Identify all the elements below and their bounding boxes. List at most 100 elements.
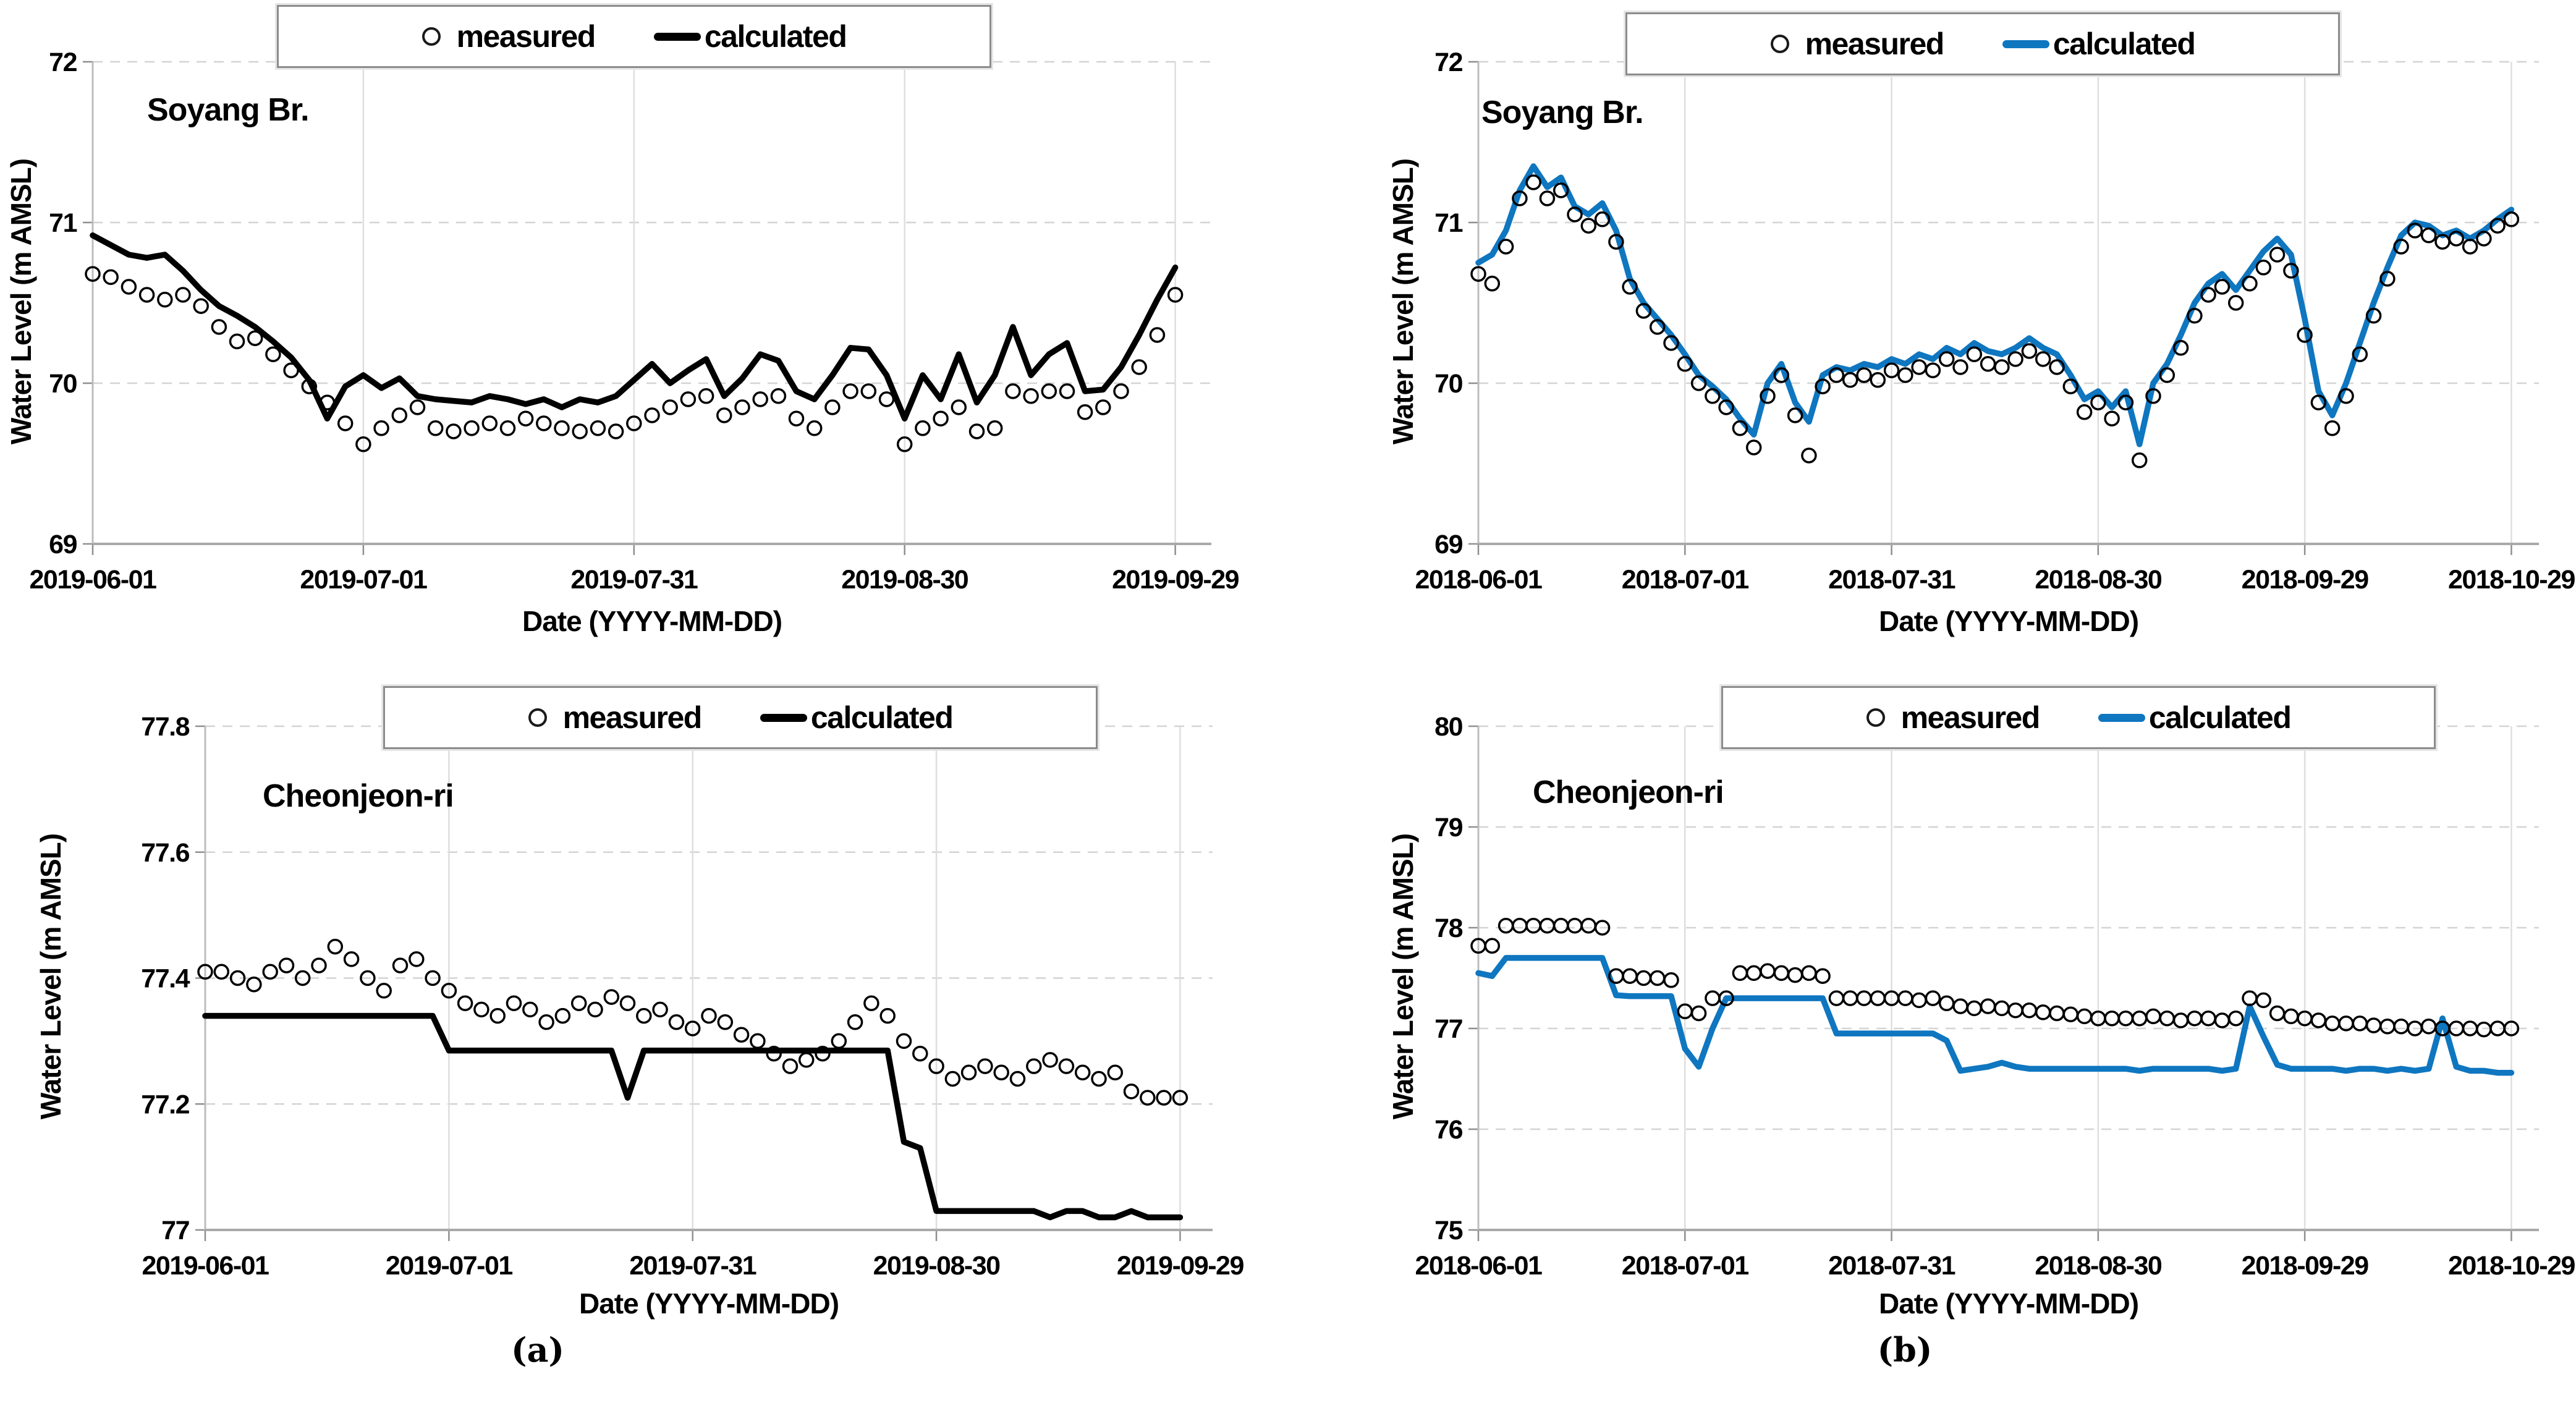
calculated-line	[202, 1012, 1184, 1221]
measured-point	[2269, 247, 2286, 263]
x-tick-label: 2018-08-30	[2035, 565, 2162, 595]
measured-point	[157, 292, 173, 308]
legend-calculated-label: calculated	[704, 19, 847, 54]
measured-point	[1994, 359, 2010, 375]
panel-soyang-2018: measured calculated Soyang Br. Water Lev…	[1289, 0, 2576, 664]
measured-point	[968, 423, 985, 439]
measured-point	[2393, 1018, 2409, 1035]
measured-point	[2131, 1010, 2148, 1027]
measured-point	[2035, 351, 2051, 367]
measured-point	[197, 964, 213, 980]
x-tick-label: 2018-06-01	[1415, 1251, 1543, 1281]
measured-point	[680, 391, 697, 407]
x-tick-label: 2018-08-30	[2035, 1251, 2162, 1281]
measured-point	[121, 279, 137, 295]
x-axis-title: Date (YYYY-MM-DD)	[578, 1287, 839, 1320]
measured-point	[1091, 1070, 1107, 1087]
measured-point	[1925, 990, 1941, 1006]
measured-point	[636, 1007, 652, 1024]
measured-point	[373, 420, 389, 436]
panel-soyang-2019: measured calculated Soyang Br. Water Lev…	[0, 0, 1289, 664]
measured-point	[1512, 190, 1528, 206]
y-tick-label: 70	[49, 369, 77, 399]
measured-point	[993, 1064, 1009, 1081]
measured-point	[608, 423, 624, 439]
measured-point	[2227, 295, 2244, 311]
y-tick-label: 69	[49, 530, 77, 559]
legend-measured-label: measured	[1805, 27, 1945, 61]
measured-point	[1952, 359, 1968, 375]
measured-point	[2021, 1002, 2038, 1019]
measured-point	[1952, 998, 1968, 1014]
measured-point	[1745, 439, 1762, 456]
measured-point	[770, 388, 787, 404]
measured-point	[698, 388, 714, 404]
measured-point	[464, 420, 480, 436]
x-tick-label: 2018-07-31	[1828, 1251, 1955, 1281]
measured-point	[2283, 1008, 2299, 1025]
measured-point	[1911, 992, 1927, 1009]
measured-point	[1705, 990, 1721, 1006]
measured-point	[1883, 362, 1900, 378]
measured-point	[506, 995, 522, 1011]
calculated-marker-icon	[2098, 713, 2145, 722]
measured-point	[684, 1020, 701, 1036]
measured-point	[1470, 266, 1486, 282]
measured-point	[2145, 388, 2161, 404]
measured-point	[1041, 383, 1057, 399]
measured-point	[536, 415, 552, 431]
measured-point	[246, 976, 262, 993]
measured-point	[570, 995, 587, 1011]
measured-point	[337, 415, 354, 431]
measured-point	[1760, 963, 1776, 979]
x-axis-title: Date (YYYY-MM-DD)	[1878, 605, 2139, 637]
measured-point	[2448, 231, 2465, 247]
measured-point	[2007, 1002, 2023, 1019]
measured-point	[2214, 279, 2231, 295]
panel-cheonjeon-2018: measured calculated Cheonjeon-ri Water L…	[1289, 668, 2576, 1384]
y-tick-label: 77.2	[141, 1090, 189, 1119]
x-axis-title: Date (YYYY-MM-DD)	[1878, 1287, 2139, 1320]
measured-point	[750, 1033, 766, 1049]
measured-point	[1925, 362, 1941, 378]
measured-point	[319, 394, 336, 410]
measured-point	[481, 415, 498, 431]
x-tick-label: 2019-07-31	[629, 1251, 756, 1281]
measured-point	[879, 1007, 896, 1024]
measured-point	[847, 1014, 863, 1030]
measured-point	[2035, 1004, 2051, 1020]
measured-point	[1594, 920, 1611, 936]
x-tick-label: 2018-07-01	[1622, 565, 1749, 595]
measured-point	[782, 1058, 799, 1074]
measured-point	[1140, 1090, 1156, 1106]
measured-point	[1580, 917, 1597, 934]
measured-point	[1567, 206, 1583, 223]
y-tick-label: 77	[161, 1216, 189, 1245]
measured-point	[915, 420, 931, 436]
measured-point	[1553, 182, 1569, 198]
measured-point	[1828, 367, 1845, 383]
measured-point	[446, 423, 462, 439]
measured-point	[2365, 1017, 2382, 1033]
measured-point	[2021, 343, 2038, 359]
measured-point	[1525, 174, 1541, 190]
plot-area: 80 79 78 77 76 75 2018-06-01 2018-07-01 2018-07-…	[1415, 712, 2576, 1281]
measured-point	[944, 1070, 961, 1087]
measured-point	[1787, 967, 1803, 983]
measured-marker-icon	[422, 27, 441, 46]
measured-point	[2187, 308, 2203, 324]
measured-point	[2187, 1010, 2203, 1027]
measured-point	[1663, 972, 1679, 988]
measured-point	[1635, 970, 1652, 986]
caption-b: (b)	[1877, 1330, 1933, 1370]
measured-point	[311, 957, 327, 973]
measured-point	[1539, 190, 1556, 206]
measured-point	[1649, 319, 1666, 335]
measured-point	[247, 330, 263, 346]
measured-point	[409, 951, 425, 967]
measured-point	[1594, 211, 1611, 227]
x-axis-title: Date (YYYY-MM-DD)	[522, 605, 782, 637]
y-tick-label: 71	[49, 208, 77, 238]
measured-point	[301, 378, 318, 394]
measured-point	[193, 298, 209, 314]
